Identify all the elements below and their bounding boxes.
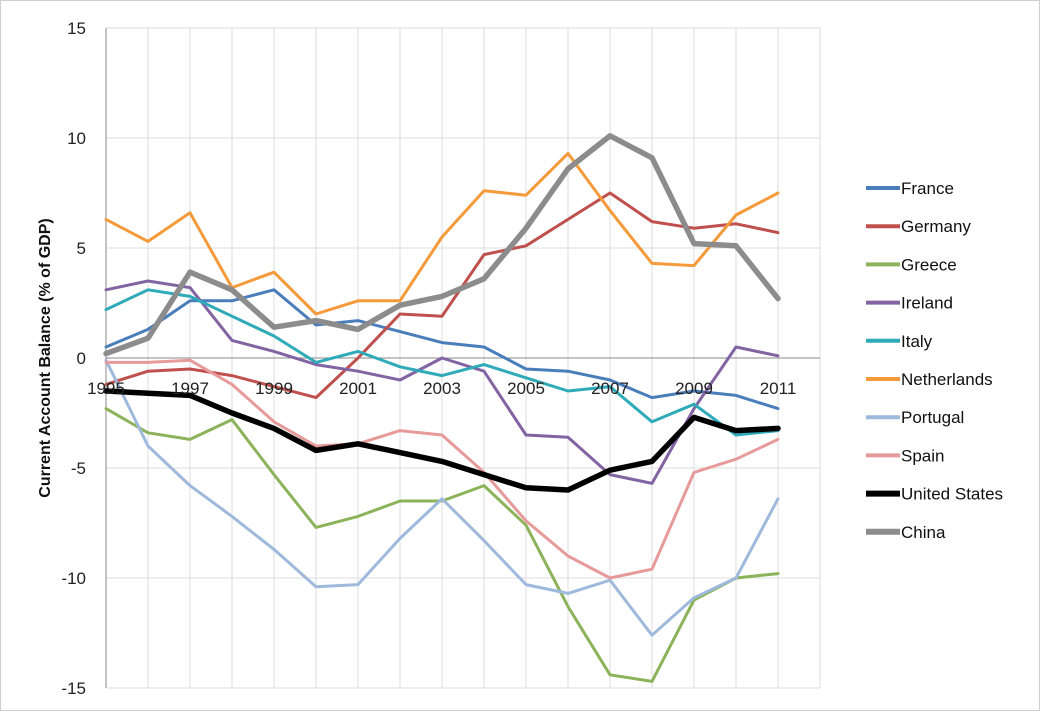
legend-item: Spain <box>866 446 944 465</box>
legend-label: Netherlands <box>901 370 993 389</box>
y-tick-label: -5 <box>71 459 86 478</box>
legend-label: Greece <box>901 255 957 274</box>
y-tick-label: 0 <box>77 349 86 368</box>
legend-item: Ireland <box>866 294 953 313</box>
y-tick-label: 10 <box>67 129 86 148</box>
legend-item: Italy <box>866 332 933 351</box>
y-tick-label: -10 <box>61 569 86 588</box>
x-tick-label: 2011 <box>760 379 797 398</box>
legend-item: Portugal <box>866 408 964 427</box>
y-tick-label: 15 <box>67 19 86 38</box>
x-tick-label: 1999 <box>255 379 293 398</box>
x-tick-label: 1997 <box>171 379 209 398</box>
line-chart: 15 10 5 0 -5 -10 -15 1995 1997 1999 2001 2003 2005 20… <box>0 0 1042 713</box>
legend: France Germany Greece Ireland Italy Netherlan… <box>866 179 1003 542</box>
legend-label: Spain <box>901 446 944 465</box>
x-tick-label: 2007 <box>591 379 629 398</box>
y-axis-label: Current Account Balance (% of GDP) <box>37 218 54 497</box>
legend-label: Italy <box>901 332 933 351</box>
x-tick-label: 2003 <box>423 379 461 398</box>
legend-label: Portugal <box>901 408 964 427</box>
legend-item: France <box>866 179 954 198</box>
y-tick-label: -15 <box>61 679 86 698</box>
legend-label: Ireland <box>901 294 953 313</box>
legend-item: China <box>866 523 946 542</box>
legend-label: China <box>901 523 946 542</box>
legend-item: Netherlands <box>866 370 993 389</box>
x-tick-label: 2009 <box>675 379 713 398</box>
legend-label: France <box>901 179 954 198</box>
x-tick-label: 1995 <box>87 379 125 398</box>
legend-label: Germany <box>901 217 971 236</box>
legend-label: United States <box>901 485 1003 504</box>
legend-item: United States <box>866 485 1003 504</box>
legend-item: Germany <box>866 217 971 236</box>
x-tick-label: 2001 <box>339 379 377 398</box>
y-tick-label: 5 <box>77 239 86 258</box>
x-tick-label: 2005 <box>507 379 545 398</box>
legend-item: Greece <box>866 255 957 274</box>
